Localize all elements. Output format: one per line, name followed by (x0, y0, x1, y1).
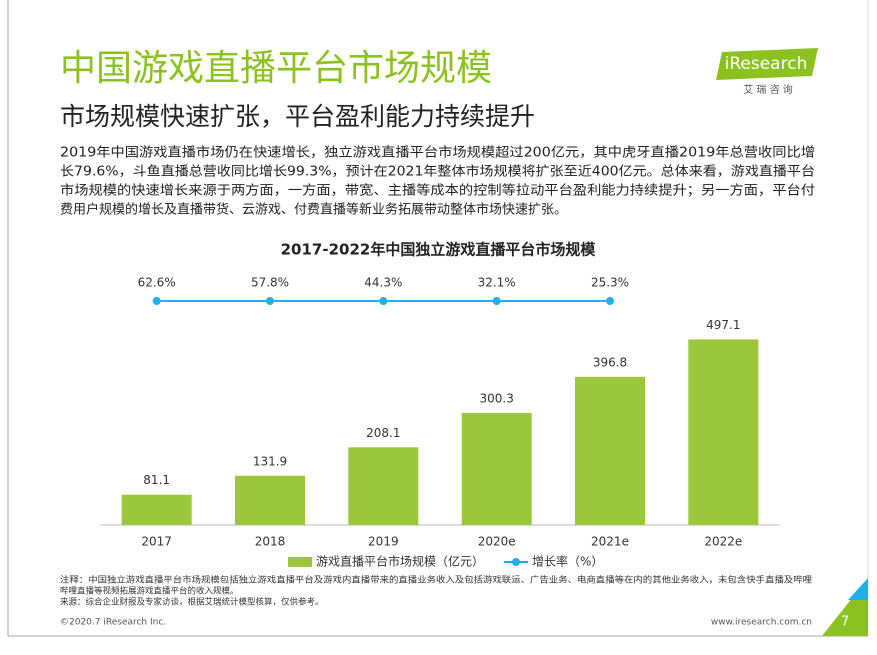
growth-dot (379, 297, 388, 305)
data-label: 57.8% (251, 276, 289, 290)
copyright: ©2020.7 iResearch Inc. (60, 618, 166, 628)
logo-name: iResearch (725, 54, 808, 74)
x-tick-label: 2019 (368, 535, 399, 549)
bar (575, 376, 645, 525)
chart-title: 2017-2022年中国独立游戏直播平台市场规模 (281, 241, 597, 259)
x-tick-label: 2022e (704, 535, 742, 549)
x-tick-label: 2020e (478, 535, 516, 549)
growth-dot (152, 297, 161, 305)
bar (121, 494, 192, 525)
bar (688, 339, 759, 525)
growth-dot (606, 297, 614, 305)
data-label: 44.3% (364, 276, 402, 290)
logo-tagline: 艾 瑞 咨 询 (743, 83, 793, 96)
note-line: 哔哩直播等视频拓展游戏直播平台的收入规模。 (60, 586, 239, 597)
paragraph-line: 2019年中国游戏直播市场仍在快速增长，独立游戏直播平台市场规模超过200亿元，… (60, 145, 815, 161)
bar (348, 447, 419, 525)
note-line: 来源：综合企业财报及专家访谈，根据艾瑞统计模型核算，仅供参考。 (60, 597, 324, 608)
bar (461, 412, 532, 525)
page-number: 7 (841, 615, 849, 630)
subtitle: 市场规模快速扩张，平台盈利能力持续提升 (60, 102, 535, 131)
paragraph-line: 费用户规模的增长及直播带货、云游戏、付费直播等新业务拓展带动整体市场快速扩张。 (60, 202, 567, 218)
x-tick-label: 2017 (141, 535, 172, 549)
growth-dot (266, 297, 274, 305)
legend-swatch (288, 557, 312, 567)
legend-label: 游戏直播平台市场规模（亿元） (316, 554, 484, 569)
data-label: 396.8 (593, 355, 627, 369)
data-label: 300.3 (479, 391, 513, 405)
data-label: 25.3% (591, 276, 629, 290)
data-label: 81.1 (143, 473, 170, 487)
x-tick-label: 2018 (255, 535, 286, 549)
paragraph-line: 长79.6%，斗鱼直播总营收同比增长99.3%，预计在2021年整体市场规模将扩… (60, 164, 815, 180)
website: www.iresearch.com.cn (711, 618, 812, 628)
legend-label: 增长率（%） (532, 554, 603, 569)
legend-swatch (512, 558, 521, 566)
data-label: 497.1 (706, 318, 740, 332)
growth-dot (492, 297, 501, 305)
title: 中国游戏直播平台市场规模 (60, 48, 492, 89)
data-label: 32.1% (478, 276, 516, 290)
x-tick-label: 2021e (591, 535, 629, 549)
data-label: 131.9 (253, 454, 287, 468)
corner (848, 578, 868, 600)
data-label: 62.6% (138, 276, 176, 290)
bar (235, 475, 305, 525)
logo-bg (716, 48, 818, 80)
note-line: 注释：中国独立游戏直播平台市场规模包括独立游戏直播平台及游戏内直播带来的直播业务… (60, 575, 813, 586)
paragraph-line: 市场规模的快速增长来源于两方面，一方面，带宽、主播等成本的控制等拉动平台盈利能力… (60, 183, 815, 199)
data-label: 208.1 (366, 426, 400, 440)
